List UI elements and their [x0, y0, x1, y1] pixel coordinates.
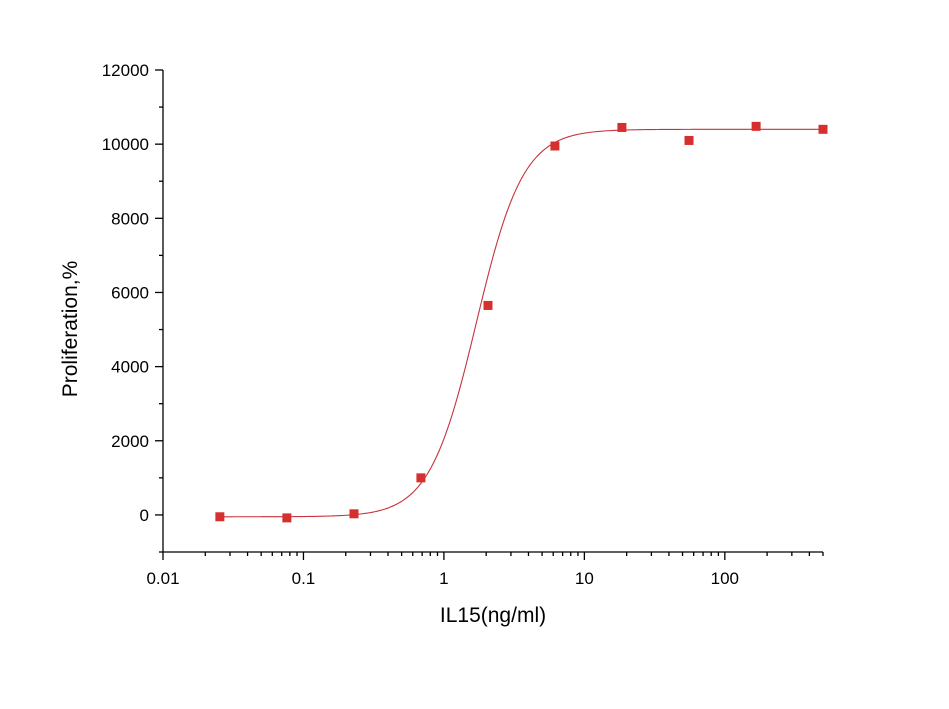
fit-curve-layer [219, 128, 823, 518]
x-axis-title: IL15(ng/ml) [440, 604, 546, 627]
data-point [684, 135, 694, 145]
data-point [818, 124, 828, 134]
x-tick-label: 1 [439, 569, 448, 588]
y-tick-label: 12000 [102, 61, 149, 80]
data-point [617, 122, 627, 132]
x-tick-label: 0.01 [146, 569, 179, 588]
x-axis-ticks: 0.01 0.1 1 10 100 [146, 552, 824, 588]
y-tick-label: 10000 [102, 135, 149, 154]
y-tick-label: 8000 [111, 209, 149, 228]
data-point [416, 473, 426, 483]
data-point [282, 513, 292, 523]
y-axis-title: Proliferation,% [59, 261, 82, 398]
x-tick-label: 100 [711, 569, 739, 588]
y-tick-label: 0 [140, 506, 149, 525]
data-point [215, 512, 225, 522]
y-axis-ticks: 0 2000 4000 6000 8000 10000 12000 [102, 61, 163, 553]
data-point [550, 141, 560, 151]
axes [162, 70, 823, 553]
data-point [483, 300, 493, 310]
data-points-layer [215, 121, 828, 523]
data-point [751, 121, 761, 131]
y-tick-label: 4000 [111, 358, 149, 377]
x-tick-label: 10 [575, 569, 594, 588]
fit-curve [219, 128, 823, 518]
x-tick-label: 0.1 [292, 569, 316, 588]
data-point [349, 509, 359, 519]
y-tick-label: 2000 [111, 432, 149, 451]
y-tick-label: 6000 [111, 283, 149, 302]
